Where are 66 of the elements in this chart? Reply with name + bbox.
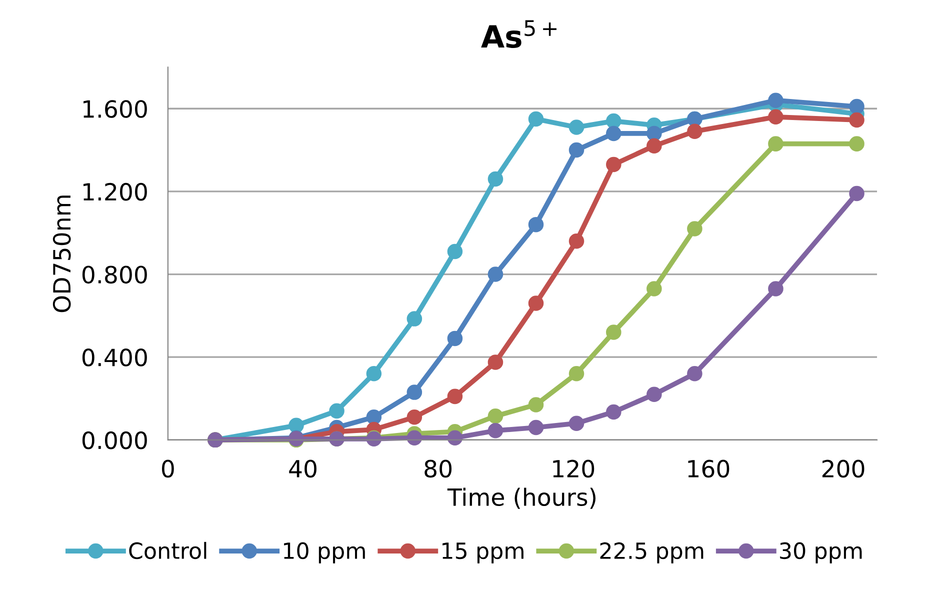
- point: [406, 410, 422, 425]
- point: [849, 98, 864, 114]
- point: [687, 221, 702, 236]
- point: [447, 430, 463, 446]
- point: [606, 113, 622, 129]
- point: [606, 324, 622, 340]
- point: [646, 281, 662, 296]
- x-tick-label: 200: [822, 460, 864, 478]
- y-tick-label: 1.200: [83, 182, 147, 201]
- point: [849, 136, 864, 152]
- y-axis-title: OD750nm: [52, 196, 71, 312]
- point: [646, 138, 662, 154]
- y-tick-label: 1.600: [83, 100, 147, 118]
- point: [568, 142, 584, 158]
- point: [768, 136, 784, 152]
- y-tick-label: 0.000: [82, 431, 147, 450]
- point: [568, 234, 584, 249]
- point: [488, 422, 504, 438]
- chart-title: As$^{5+}$: [481, 20, 556, 48]
- point: [528, 296, 544, 311]
- point: [329, 403, 344, 419]
- point: [366, 366, 382, 382]
- legend-label: 22.5 ppm: [600, 542, 704, 564]
- point: [768, 109, 784, 125]
- y-tick-label: 0.800: [82, 266, 147, 284]
- point: [488, 266, 504, 282]
- x-axis-title: Time (hours): [447, 488, 596, 509]
- point: [488, 171, 504, 187]
- point: [528, 216, 544, 232]
- point: [849, 112, 864, 128]
- point: [366, 410, 382, 425]
- point: [568, 416, 584, 431]
- point: [687, 366, 702, 382]
- legend-label: 15 ppm: [442, 542, 524, 564]
- point: [568, 120, 584, 135]
- x-tick-label: 120: [553, 460, 594, 478]
- point: [646, 126, 662, 142]
- point: [528, 397, 544, 412]
- point: [528, 111, 544, 127]
- point: [606, 156, 622, 172]
- point: [606, 404, 622, 420]
- point: [646, 386, 662, 402]
- point: [447, 244, 463, 260]
- x-tick-label: 160: [688, 460, 730, 478]
- point: [768, 281, 784, 296]
- x-tick-label: 0: [162, 460, 174, 478]
- point: [488, 354, 504, 370]
- x-tick-label: 80: [424, 460, 452, 478]
- point: [849, 186, 864, 202]
- legend-label: 10 ppm: [284, 542, 365, 564]
- point: [687, 124, 702, 140]
- y-tick-label: 0.400: [82, 348, 147, 366]
- point: [406, 311, 422, 326]
- point: [447, 388, 463, 404]
- point: [568, 366, 584, 382]
- legend-label: Control: [129, 542, 206, 560]
- x-tick-label: 40: [289, 460, 316, 478]
- legend-label: 30 ppm: [780, 542, 862, 564]
- point: [288, 418, 304, 434]
- point: [488, 408, 504, 424]
- point: [606, 126, 622, 142]
- point: [406, 430, 422, 446]
- point: [447, 330, 463, 346]
- point: [406, 384, 422, 400]
- point: [528, 420, 544, 436]
- point: [768, 92, 784, 108]
